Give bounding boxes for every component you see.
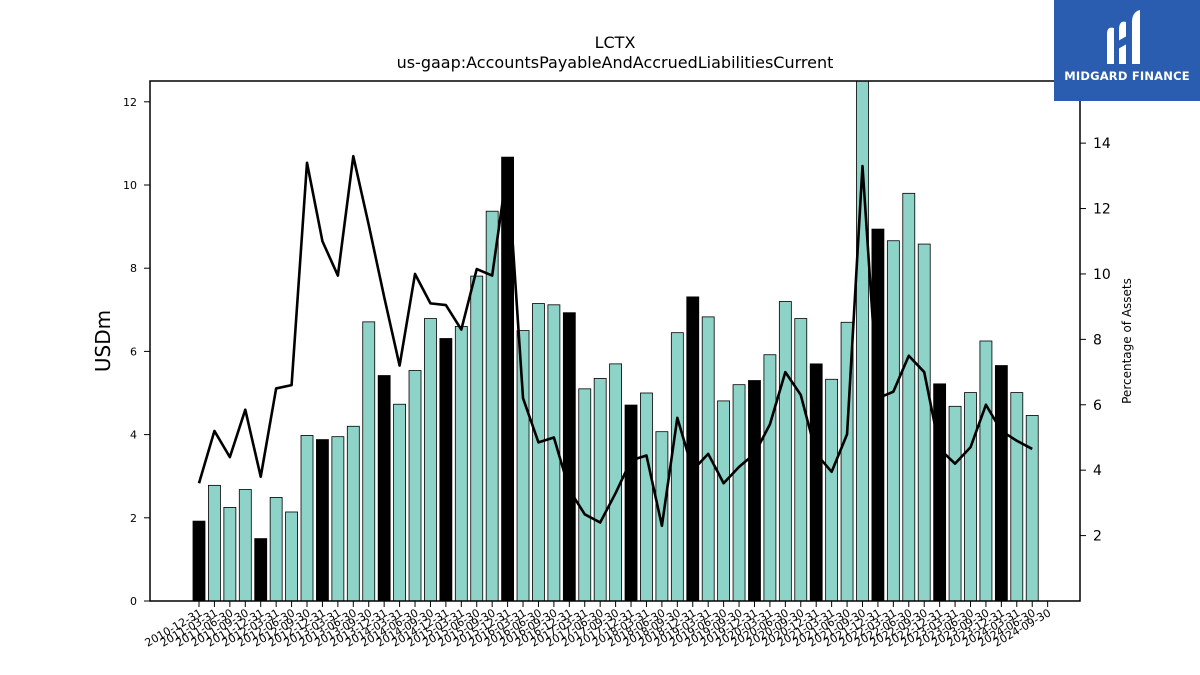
bar <box>624 404 638 602</box>
y2-axis-label: Percentage of Assets <box>1120 278 1134 404</box>
y-tick-label: 0 <box>130 595 137 608</box>
bar <box>192 520 206 602</box>
y2-tick-label: 4 <box>1093 463 1102 479</box>
bar <box>408 370 422 602</box>
bar <box>825 378 839 602</box>
bar <box>300 435 314 602</box>
y-tick-label: 2 <box>130 512 137 525</box>
y-tick-label: 4 <box>130 429 137 442</box>
bar <box>562 312 576 602</box>
y-axis-right: 2 4 6 8 10 12 14 <box>1080 136 1111 545</box>
bar <box>871 228 885 602</box>
chart-subtitle: us-gaap:AccountsPayableAndAccruedLiabili… <box>397 53 834 72</box>
bar <box>1010 392 1024 602</box>
bar <box>917 243 931 602</box>
bar <box>670 332 684 602</box>
bar <box>269 497 283 602</box>
y2-tick-label: 12 <box>1093 202 1111 218</box>
bar <box>778 301 792 602</box>
bar <box>964 392 977 602</box>
logo-mark-icon <box>1107 10 1140 65</box>
bar <box>346 425 360 602</box>
y2-tick-label: 10 <box>1093 267 1111 283</box>
bar <box>809 363 823 602</box>
y2-tick-label: 8 <box>1093 332 1102 348</box>
bar <box>763 354 777 602</box>
bar <box>439 338 453 602</box>
bar <box>593 378 607 602</box>
bar <box>578 388 592 602</box>
bar <box>732 384 746 602</box>
line-layer <box>197 154 1033 528</box>
bar <box>285 511 298 602</box>
plot-frame <box>149 80 1081 602</box>
y2-tick-label: 14 <box>1093 136 1111 152</box>
x-axis: 2010-12-312011-03-312011-06-302011-09-30… <box>143 601 1053 650</box>
bar <box>254 538 268 602</box>
bar <box>470 275 484 602</box>
bar <box>1025 415 1039 602</box>
bar <box>979 340 993 602</box>
bar <box>331 436 345 602</box>
y-axis-left: 0 2 4 6 8 10 12 <box>123 96 150 608</box>
bar <box>223 506 237 602</box>
bar <box>748 380 761 602</box>
bar <box>208 484 221 602</box>
bar <box>994 365 1008 602</box>
logo-text: MIDGARD FINANCE <box>1064 69 1190 83</box>
y-tick-label: 6 <box>130 345 137 358</box>
bar <box>655 431 669 602</box>
bar <box>686 296 700 602</box>
bar <box>794 318 808 602</box>
bar <box>717 400 731 602</box>
y-tick-label: 8 <box>130 262 137 275</box>
chart-title: LCTX <box>595 33 636 52</box>
y2-tick-label: 6 <box>1093 398 1102 414</box>
bar <box>362 321 376 602</box>
y-tick-label: 10 <box>123 179 137 192</box>
bar <box>532 303 545 602</box>
bar <box>640 392 653 602</box>
bar <box>316 439 329 602</box>
bar <box>933 383 947 602</box>
y-axis-label: USDm <box>91 310 115 372</box>
bar <box>377 375 391 602</box>
bar <box>948 405 962 602</box>
bar <box>454 326 468 602</box>
y2-tick-label: 2 <box>1093 529 1102 545</box>
bar <box>886 240 900 602</box>
bars-layer <box>192 80 1039 602</box>
bar <box>238 489 252 602</box>
bar <box>516 330 530 602</box>
bar <box>393 403 406 602</box>
y-tick-label: 12 <box>123 96 137 109</box>
midgard-finance-logo: MIDGARD FINANCE <box>1054 0 1200 101</box>
percentage-line <box>197 154 1033 528</box>
bar <box>856 80 869 602</box>
bar <box>902 192 916 602</box>
bar <box>424 318 437 602</box>
